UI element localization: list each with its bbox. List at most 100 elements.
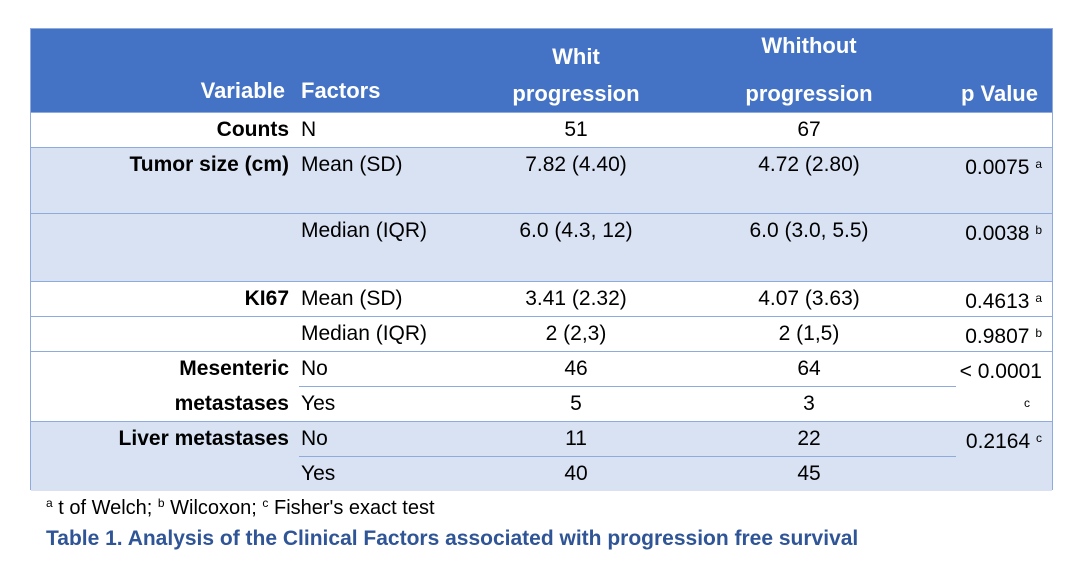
p-value-superscript: b	[1035, 223, 1042, 237]
row-factor-text: Mean (SD)	[301, 287, 403, 310]
row-with-progression: 51	[471, 112, 681, 147]
row-without-progression: 3	[704, 386, 914, 421]
row-variable: Mesenteric	[179, 351, 289, 386]
row-without-progression-text: 4.72 (2.80)	[758, 153, 860, 176]
row-factor: Mean (SD)	[301, 281, 403, 316]
header-with-line2: progression	[512, 81, 640, 106]
row-with-progression-text: 11	[565, 427, 587, 450]
row-without-progression: 6.0 (3.0, 5.5)	[704, 213, 914, 248]
row-p-value: < 0.0001	[960, 351, 1042, 389]
row-variable: Counts	[217, 112, 289, 147]
row-factor: No	[301, 351, 328, 386]
header-without-line1: Whithout	[761, 33, 857, 58]
row-without-progression-text: 2 (1,5)	[778, 322, 840, 345]
table-row: Yes 40 45	[31, 456, 1052, 491]
p-value-superscript: b	[1035, 326, 1042, 340]
header-variable: Variable	[200, 78, 285, 103]
row-divider	[299, 386, 956, 387]
row-without-progression-text: 4.07 (3.63)	[758, 287, 860, 310]
row-factor: No	[301, 421, 328, 456]
row-variable-text: Liver metastases	[118, 427, 289, 450]
row-without-progression-text: 67	[797, 118, 821, 141]
row-p-value: 0.9807 b	[965, 316, 1042, 354]
row-divider	[31, 213, 1052, 214]
row-with-progression-text: 6.0 (4.3, 12)	[519, 219, 633, 242]
header-without-line2: progression	[745, 81, 873, 106]
row-divider	[31, 316, 1052, 317]
row-with-progression-text: 46	[564, 357, 588, 380]
row-factor-text: No	[301, 427, 328, 450]
row-with-progression-text: 7.82 (4.40)	[525, 153, 627, 176]
row-factor-text: Yes	[301, 392, 336, 415]
footnote-b-text: Wilcoxon;	[164, 497, 263, 519]
row-without-progression: 22	[704, 421, 914, 456]
row-p-value: 0.0075 a	[965, 147, 1042, 185]
row-with-progression-text: 3.41 (2.32)	[525, 287, 627, 310]
row-without-progression: 45	[704, 456, 914, 491]
row-without-progression: 4.72 (2.80)	[704, 147, 914, 182]
row-with-progression: 2 (2,3)	[471, 316, 681, 351]
row-p-value: 0.0038 b	[965, 213, 1042, 251]
header-factors: Factors	[301, 78, 381, 103]
row-factor-text: Mean (SD)	[301, 153, 403, 176]
p-value-superscript: a	[1035, 157, 1042, 171]
clinical-factors-table: Variable Factors Whit progression Whitho…	[30, 28, 1053, 491]
row-divider	[299, 456, 956, 457]
footnote: a t of Welch; b Wilcoxon; c Fisher's exa…	[46, 496, 435, 520]
row-divider	[31, 281, 1052, 282]
footnote-c-mark: c	[262, 496, 269, 510]
row-factor-text: Yes	[301, 462, 336, 485]
row-variable: Tumor size (cm)	[130, 147, 289, 182]
table-row: Median (IQR) 6.0 (4.3, 12) 6.0 (3.0, 5.5) 0…	[31, 213, 1052, 281]
row-variable-text: Mesenteric	[179, 357, 289, 380]
row-p-value-text: 0.4613	[965, 290, 1030, 313]
row-factor-text: No	[301, 357, 328, 380]
table-row: Mesenteric No 46 64 < 0.0001	[31, 351, 1052, 386]
row-p-value: 0.4613 a	[965, 281, 1042, 319]
row-without-progression: 4.07 (3.63)	[704, 281, 914, 316]
row-without-progression: 64	[704, 351, 914, 386]
table-header: Variable Factors Whit progression Whitho…	[31, 29, 1052, 112]
row-divider	[31, 147, 1052, 148]
row-with-progression: 40	[471, 456, 681, 491]
row-p-value-text: 0.0038	[965, 222, 1030, 245]
row-factor: Yes	[301, 386, 335, 421]
row-with-progression-text: 2 (2,3)	[545, 322, 607, 345]
row-factor-text: N	[301, 118, 317, 141]
row-with-progression: 46	[471, 351, 681, 386]
row-variable: metastases	[175, 386, 289, 421]
row-without-progression-text: 3	[803, 392, 815, 415]
row-p-value-text: 0.0075	[965, 156, 1030, 179]
row-with-progression: 5	[471, 386, 681, 421]
row-with-progression: 11	[471, 421, 681, 456]
table-row: KI67 Mean (SD) 3.41 (2.32) 4.07 (3.63) 0.461…	[31, 281, 1052, 316]
row-without-progression-text: 45	[797, 462, 821, 485]
row-variable-text: metastases	[174, 392, 289, 415]
row-with-progression-text: 51	[564, 118, 588, 141]
row-without-progression-text: 6.0 (3.0, 5.5)	[749, 219, 869, 242]
p-value-superscript: a	[1035, 291, 1042, 305]
header-p-value: p Value	[960, 81, 1038, 106]
row-factor: Mean (SD)	[301, 147, 403, 182]
footnote-a-mark: a	[46, 496, 53, 510]
row-variable: Liver metastases	[119, 421, 289, 456]
table-row: Liver metastases No 11 22 0.2164 c	[31, 421, 1052, 456]
row-variable: KI67	[245, 281, 289, 316]
row-variable-text: Counts	[216, 118, 289, 141]
row-divider	[31, 112, 1052, 113]
table-row: metastases Yes 5 3 c	[31, 386, 1052, 421]
row-with-progression: 3.41 (2.32)	[471, 281, 681, 316]
p-value-superscript: c	[1024, 396, 1030, 410]
table-row: Median (IQR) 2 (2,3) 2 (1,5) 0.9807 b	[31, 316, 1052, 351]
row-variable-text: Tumor size (cm)	[129, 153, 289, 176]
row-p-value-text: 0.9807	[965, 325, 1030, 348]
p-value-superscript: c	[1036, 431, 1042, 445]
table-row: Tumor size (cm) Mean (SD) 7.82 (4.40) 4.72 …	[31, 147, 1052, 213]
row-factor-text: Median (IQR)	[301, 219, 428, 242]
row-p-value: c	[1024, 386, 1030, 424]
row-without-progression: 2 (1,5)	[704, 316, 914, 351]
table-row: Counts N 51 67	[31, 112, 1052, 147]
row-without-progression-text: 64	[797, 357, 821, 380]
header-with-line1: Whit	[552, 44, 600, 69]
row-variable-text: KI67	[244, 287, 289, 310]
